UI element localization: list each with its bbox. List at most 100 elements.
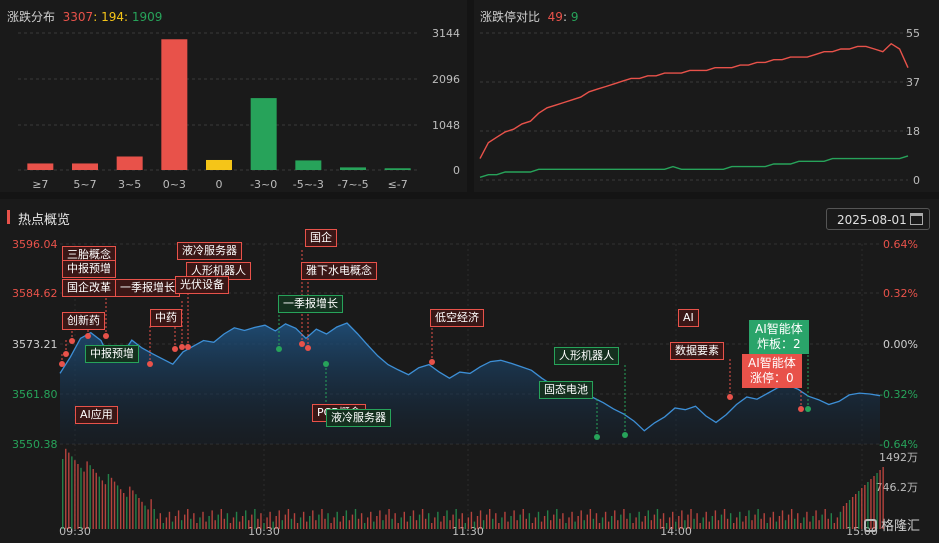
tag-液冷服务器-green[interactable]: 液冷服务器 [326,409,391,427]
marker-dot [323,361,329,367]
tag-数据要素[interactable]: 数据要素 [670,342,724,360]
volume-bar [516,520,518,529]
volume-bar [132,490,134,529]
volume-bar [324,518,326,529]
marker-dot [622,432,628,438]
distribution-title: 涨跌分布 3307: 194: 1909 [7,8,162,25]
tag-一季报增长[interactable]: 一季报增长 [115,279,180,297]
calendar-icon[interactable] [910,213,923,225]
y-tick: 0 [453,164,460,177]
volume-bar [864,485,866,529]
marker-dot [727,394,733,400]
volume-bar [89,465,91,529]
tag-光伏设备[interactable]: 光伏设备 [175,276,229,294]
volume-bar [351,514,354,529]
volume-bar [620,514,622,529]
volume-bar [812,516,814,529]
marker-dot [59,361,65,367]
volume-bar [589,509,592,529]
right-tick: 0.00% [883,338,918,351]
tag-一季报增长-green[interactable]: 一季报增长 [278,295,343,313]
volume-bar [550,520,552,529]
watermark: 格隆汇 [864,515,920,534]
volume-bar [696,513,698,529]
tag-雅下水电概念[interactable]: 雅下水电概念 [301,262,377,280]
volume-bar [385,514,387,529]
title-accent [7,210,10,224]
tag-中报预增-green[interactable]: 中报预增 [85,345,139,363]
volume-bar [443,516,445,529]
volume-bar [293,513,296,529]
volume-bar [717,520,720,529]
volume-bar [784,520,787,529]
volume-bar [92,469,94,529]
volume-bar [248,520,250,529]
volume-bar [684,520,686,529]
volume-bar [321,509,323,529]
tag-液冷服务器[interactable]: 液冷服务器 [177,242,242,260]
tag-中报预增[interactable]: 中报预增 [62,260,116,278]
volume-bar [507,521,509,529]
volume-bar [745,516,747,529]
tag-AI应用[interactable]: AI应用 [75,406,118,424]
tag-人形机器人-green[interactable]: 人形机器人 [554,347,619,365]
left-tick: 3561.80 [12,388,58,401]
marker-dot [179,344,185,350]
volume-bar [787,514,790,529]
volume-bar [562,513,564,529]
volume-bar [623,509,625,529]
volume-bar [156,518,158,529]
volume-bar [501,517,503,529]
volume-bar [742,521,744,529]
volume-bar [556,509,558,529]
time-tick: 10:30 [248,525,280,538]
volume-bar [428,513,430,529]
volume-bar [418,514,421,529]
volume-bar [406,521,409,529]
volume-bar [873,476,875,529]
bar [161,39,188,170]
volume-bar [723,509,726,529]
date-picker[interactable]: 2025-08-01 [826,208,930,230]
limit-up-count: 49 [547,10,563,24]
tag-固态电池[interactable]: 固态电池 [539,381,593,399]
volume-bar [119,489,122,529]
marker-dot [185,344,191,350]
tag-国企改革[interactable]: 国企改革 [62,279,116,297]
ai-red-box[interactable]: AI智能体 涨停：0 [742,354,802,388]
volume-bar [861,488,863,529]
marker-dot [798,406,804,412]
volume-bar [98,476,100,529]
volume-bar [565,523,567,529]
flat-count: 194 [101,10,124,24]
tag-中药[interactable]: 中药 [150,309,182,327]
volume-bar [376,516,378,529]
volume-bar [138,498,140,529]
volume-bar [659,518,662,529]
marker-dot [305,345,311,351]
volume-bar [797,513,799,529]
tag-国企[interactable]: 国企 [305,229,337,247]
tag-AI[interactable]: AI [678,309,699,327]
marker-dot [147,361,153,367]
volume-bar [184,514,186,529]
volume-bar [553,514,555,529]
volume-bar [241,516,244,529]
x-tick: ≥7 [32,178,48,191]
volume-bar [446,510,448,529]
volume-bar [604,511,607,529]
volume-bar [668,517,671,529]
vol-tick: 746.2万 [876,481,919,494]
ai-green-box[interactable]: AI智能体 炸板：2 [749,320,809,354]
tag-创新药[interactable]: 创新药 [62,312,105,330]
volume-bar [858,491,860,529]
volume-bar [464,523,466,529]
tag-低空经济[interactable]: 低空经济 [430,309,484,327]
volume-bar [187,509,189,529]
volume-bar [489,509,491,529]
bar [250,98,277,170]
time-tick: 09:30 [59,525,91,538]
right-tick: 0.64% [883,238,918,251]
volume-bar [318,514,320,529]
volume-bar [504,511,506,529]
